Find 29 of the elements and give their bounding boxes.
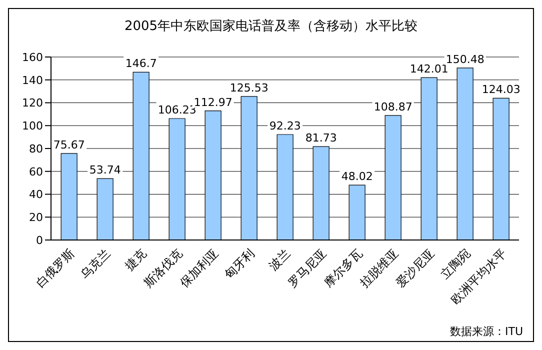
- y-tick-label: 0: [36, 234, 43, 247]
- data-label: 81.73: [305, 132, 337, 145]
- source-note: 数据来源：ITU: [450, 324, 523, 339]
- data-label: 142.01: [410, 62, 448, 76]
- y-tick-label: 100: [22, 120, 43, 133]
- data-label: 108.87: [374, 100, 412, 114]
- x-tick-label: 白俄罗斯: [33, 246, 78, 290]
- data-label: 146.7: [125, 57, 157, 70]
- y-tick-label: 140: [22, 74, 43, 87]
- data-label: 124.03: [482, 83, 520, 96]
- x-tick-label: 捷克: [122, 246, 150, 274]
- data-label: 150.48: [446, 52, 484, 66]
- y-tick-label: 80: [29, 142, 43, 156]
- data-label: 106.23: [158, 104, 196, 116]
- data-label: 53.74: [89, 164, 121, 177]
- y-tick-label: 40: [29, 188, 43, 202]
- data-label: 75.67: [53, 138, 85, 152]
- x-tick-label: 波兰: [266, 246, 294, 274]
- y-tick-label: 60: [29, 165, 43, 178]
- data-label: 112.97: [194, 96, 232, 109]
- y-tick-label: 20: [29, 211, 43, 224]
- x-tick-label: 乌克兰: [78, 246, 114, 282]
- y-tick-label: 120: [22, 96, 43, 110]
- data-label: 125.53: [230, 81, 268, 94]
- chart-title: 2005年中东欧国家电话普及率（含移动）水平比较: [123, 18, 419, 35]
- y-tick-label: 160: [22, 50, 43, 64]
- x-tick-label: 匈牙利: [222, 246, 258, 282]
- data-label: 48.02: [341, 170, 373, 184]
- data-label: 92.23: [269, 120, 301, 133]
